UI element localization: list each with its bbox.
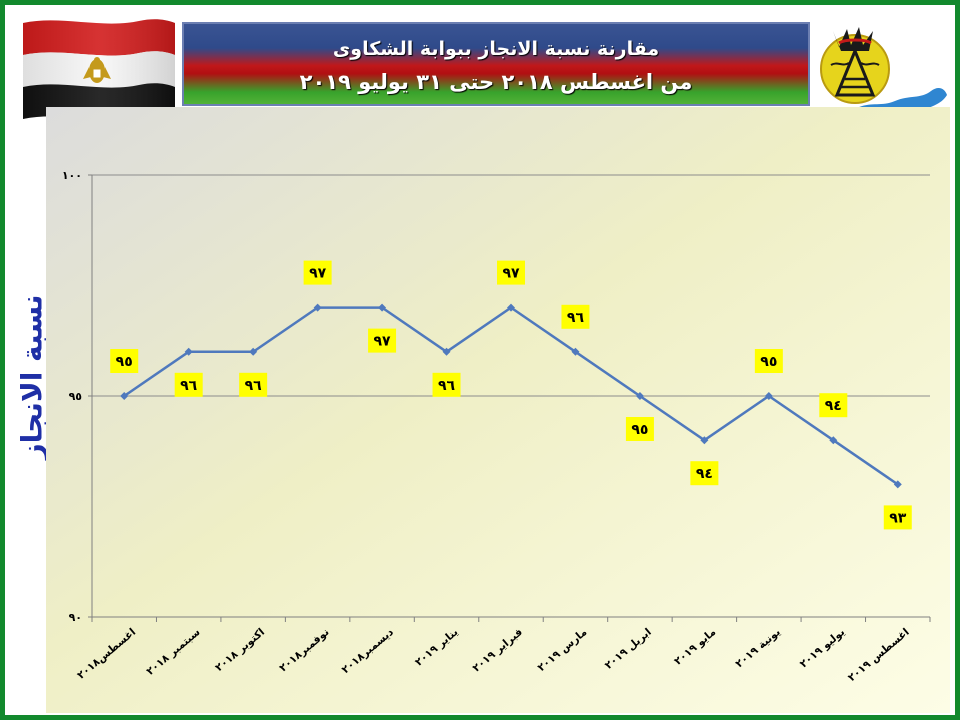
data-label: ٩٦ bbox=[438, 378, 456, 394]
data-label: ٩٣ bbox=[889, 510, 907, 526]
data-label-box bbox=[819, 393, 848, 418]
data-point bbox=[700, 436, 709, 445]
data-point bbox=[120, 392, 129, 400]
data-point bbox=[507, 303, 515, 312]
y-tick-label: ١٠٠ bbox=[62, 169, 82, 182]
data-label-box bbox=[110, 349, 139, 373]
data-label: ٩٧ bbox=[309, 266, 327, 282]
data-label-box bbox=[625, 417, 654, 441]
data-label: ٩٧ bbox=[502, 266, 520, 282]
data-label-box bbox=[754, 349, 783, 373]
data-label-box bbox=[883, 505, 912, 530]
data-label: ٩٤ bbox=[696, 466, 713, 482]
plot-area-background bbox=[46, 107, 950, 713]
data-label: ٩٥ bbox=[116, 354, 133, 370]
y-tick-label: ٩٥ bbox=[69, 390, 83, 403]
chart-subtitle: من اغسطس ٢٠١٨ حتى ٣١ يوليو ٢٠١٩ bbox=[299, 70, 693, 94]
data-label-box bbox=[174, 372, 203, 397]
data-label: ٩٧ bbox=[374, 334, 392, 350]
data-point bbox=[571, 347, 580, 356]
data-label: ٩٦ bbox=[245, 378, 263, 394]
data-point bbox=[442, 347, 451, 356]
data-point bbox=[378, 303, 387, 312]
data-point bbox=[764, 392, 773, 400]
data-label: ٩٦ bbox=[180, 378, 198, 394]
data-point bbox=[893, 480, 902, 489]
title-banner: مقارنة نسبة الانجاز ببوابة الشكاوى من اغ… bbox=[182, 22, 810, 106]
data-label: ٩٤ bbox=[825, 398, 842, 414]
data-label-box bbox=[239, 372, 268, 397]
y-tick-label: ٩٠ bbox=[69, 611, 82, 624]
data-label-box bbox=[497, 260, 525, 285]
data-point bbox=[635, 392, 644, 400]
data-label-box bbox=[561, 304, 590, 329]
data-label: ٩٥ bbox=[631, 422, 648, 438]
data-point bbox=[829, 436, 838, 445]
data-label-box bbox=[690, 461, 719, 486]
chart-title: مقارنة نسبة الانجاز ببوابة الشكاوى bbox=[332, 38, 660, 60]
data-point bbox=[313, 303, 322, 312]
data-point bbox=[249, 347, 258, 356]
data-label: ٩٥ bbox=[760, 354, 777, 370]
data-label-box bbox=[303, 260, 332, 285]
data-label-box bbox=[432, 372, 461, 397]
data-label: ٩٦ bbox=[567, 310, 585, 326]
data-label-box bbox=[368, 328, 397, 353]
data-point bbox=[184, 347, 193, 356]
